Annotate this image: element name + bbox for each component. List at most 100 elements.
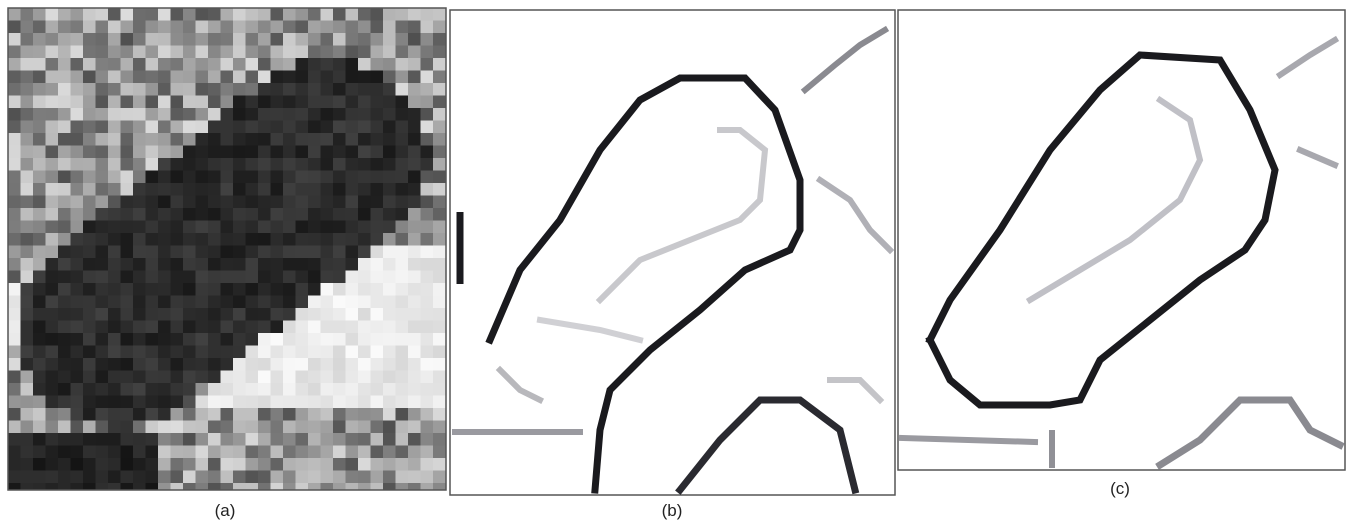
- pixel: [421, 83, 434, 96]
- pixel: [258, 383, 271, 396]
- pixel: [321, 246, 334, 259]
- pixel: [171, 458, 184, 471]
- pixel: [283, 321, 296, 334]
- pixel: [271, 233, 284, 246]
- edge: [902, 438, 1035, 442]
- pixel: [196, 471, 209, 484]
- pixel: [196, 71, 209, 84]
- pixel: [108, 108, 121, 121]
- pixel: [308, 296, 321, 309]
- pixel: [346, 296, 359, 309]
- pixel: [146, 83, 159, 96]
- pixel: [96, 321, 109, 334]
- pixel: [283, 346, 296, 359]
- pixel: [383, 133, 396, 146]
- pixel: [133, 171, 146, 184]
- pixel: [246, 358, 259, 371]
- pixel: [371, 271, 384, 284]
- pixel: [383, 121, 396, 134]
- pixel: [83, 321, 96, 334]
- pixel: [321, 421, 334, 434]
- pixel: [96, 146, 109, 159]
- pixel: [121, 421, 134, 434]
- pixel: [246, 83, 259, 96]
- pixel: [83, 308, 96, 321]
- pixel: [408, 321, 421, 334]
- pixel: [158, 333, 171, 346]
- pixel: [433, 321, 446, 334]
- pixel: [71, 133, 84, 146]
- pixel: [308, 96, 321, 109]
- pixel: [271, 21, 284, 34]
- pixel: [33, 33, 46, 46]
- pixel: [146, 408, 159, 421]
- pixel: [296, 271, 309, 284]
- pixel: [421, 21, 434, 34]
- pixel: [346, 46, 359, 59]
- pixel: [133, 296, 146, 309]
- pixel: [71, 221, 84, 234]
- pixel: [221, 171, 234, 184]
- pixel: [46, 108, 59, 121]
- pixel: [258, 433, 271, 446]
- pixel: [308, 133, 321, 146]
- pixel: [21, 121, 34, 134]
- pixel: [333, 446, 346, 459]
- pixel: [171, 58, 184, 71]
- pixel: [333, 146, 346, 159]
- pixel: [146, 458, 159, 471]
- pixel: [108, 321, 121, 334]
- pixel: [158, 183, 171, 196]
- pixel: [321, 321, 334, 334]
- pixel: [8, 358, 21, 371]
- pixel: [133, 246, 146, 259]
- pixel: [83, 271, 96, 284]
- pixel: [96, 446, 109, 459]
- pixel: [371, 183, 384, 196]
- pixel: [333, 71, 346, 84]
- pixel: [58, 96, 71, 109]
- pixel: [96, 71, 109, 84]
- pixel: [46, 258, 59, 271]
- pixel: [421, 283, 434, 296]
- pixel: [321, 483, 334, 490]
- pixel: [196, 308, 209, 321]
- pixel: [158, 433, 171, 446]
- pixel: [396, 458, 409, 471]
- pixel: [196, 383, 209, 396]
- pixel: [96, 233, 109, 246]
- pixel: [321, 383, 334, 396]
- pixel: [233, 171, 246, 184]
- pixel: [383, 371, 396, 384]
- pixel: [83, 83, 96, 96]
- pixel: [358, 433, 371, 446]
- pixel: [358, 183, 371, 196]
- pixel: [408, 146, 421, 159]
- pixel: [421, 383, 434, 396]
- pixel: [83, 33, 96, 46]
- pixel: [96, 346, 109, 359]
- pixel: [83, 21, 96, 34]
- pixel: [158, 8, 171, 21]
- pixel: [33, 271, 46, 284]
- pixel: [183, 271, 196, 284]
- pixel: [121, 271, 134, 284]
- pixel: [96, 458, 109, 471]
- pixel: [433, 58, 446, 71]
- pixel: [33, 233, 46, 246]
- pixel: [71, 146, 84, 159]
- pixel: [208, 471, 221, 484]
- pixel: [146, 233, 159, 246]
- pixel: [33, 483, 46, 490]
- pixel: [221, 8, 234, 21]
- pixel: [246, 46, 259, 59]
- pixel: [271, 158, 284, 171]
- pixel: [46, 283, 59, 296]
- pixel: [208, 171, 221, 184]
- pixel: [21, 458, 34, 471]
- pixel: [71, 321, 84, 334]
- pixel: [421, 121, 434, 134]
- pixel: [383, 258, 396, 271]
- pixel: [33, 258, 46, 271]
- pixel: [321, 46, 334, 59]
